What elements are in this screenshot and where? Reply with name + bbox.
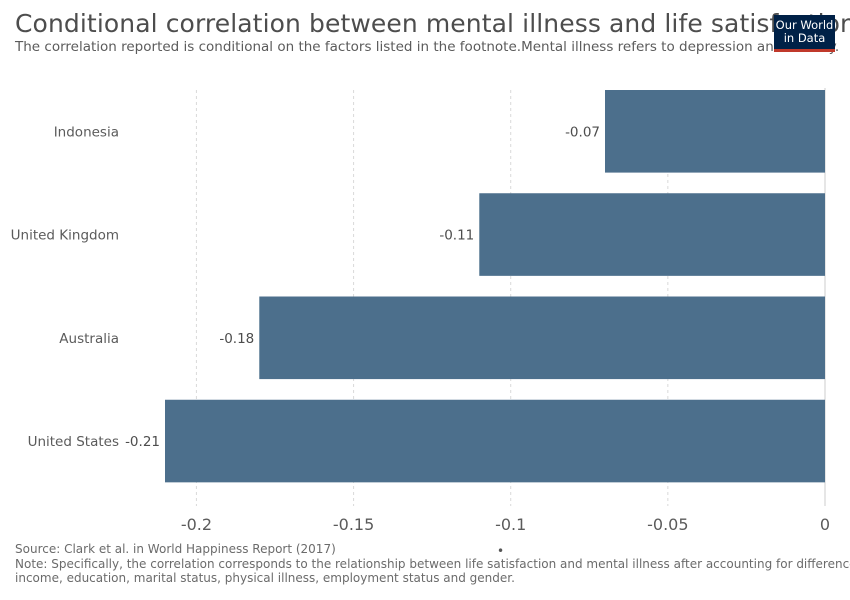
x-tick-label: 0 [820, 515, 830, 534]
footer-dot: • [497, 544, 505, 558]
x-tick-label: -0.2 [181, 515, 212, 534]
category-label: United States [28, 434, 119, 450]
value-label: -0.21 [125, 434, 160, 450]
logo-line-2: in Data [783, 31, 826, 45]
bar-australia[interactable] [259, 296, 825, 380]
source-text: Source: Clark et al. in World Happiness … [15, 542, 336, 556]
x-tick-label: -0.05 [647, 515, 688, 534]
x-tick-label: -0.1 [495, 515, 526, 534]
category-label: United Kingdom [11, 228, 119, 244]
chart-footer: Source: Clark et al. in World Happiness … [15, 542, 850, 586]
value-label: -0.07 [565, 124, 600, 140]
owid-logo[interactable]: Our World in Data [774, 15, 835, 52]
note-line-1: Note: Specifically, the correlation corr… [15, 556, 850, 571]
category-label: Indonesia [54, 124, 119, 140]
value-label: -0.11 [439, 228, 474, 244]
note-line-2: income, education, marital status, physi… [15, 571, 515, 585]
x-tick-label: -0.15 [333, 515, 374, 534]
category-label: Australia [59, 331, 119, 347]
value-label: -0.18 [219, 331, 254, 347]
labels: -0.2 -0.15 -0.1 -0.05 0 -0.07 Indonesia -0.11 Un… [11, 124, 830, 534]
logo-line-1: Our World [775, 18, 834, 32]
bar-united-states[interactable] [165, 399, 825, 483]
bar-united-kingdom[interactable] [479, 193, 825, 276]
bar-indonesia[interactable] [605, 90, 825, 173]
bar-chart: -0.2 -0.15 -0.1 -0.05 0 -0.07 Indonesia -0.11 Un… [11, 88, 830, 534]
bars [165, 90, 825, 483]
chart-title: Conditional correlation between mental i… [15, 9, 850, 38]
chart-subtitle: The correlation reported is conditional … [15, 39, 840, 55]
